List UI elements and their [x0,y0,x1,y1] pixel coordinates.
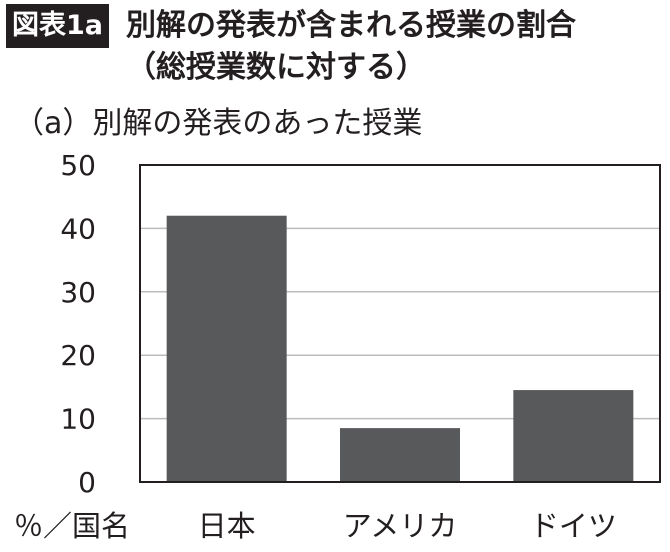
chart-panel-label: （a）別解の発表のあった授業 [14,106,423,141]
y-tick-label-20: 20 [60,339,96,372]
figure-number-badge: 図表1a [6,4,110,48]
bar-1 [166,215,287,482]
x-category-label-3: ドイツ [530,509,617,543]
y-tick-label-0: 0 [78,466,96,499]
x-axis-categories: 日本 アメリカ ドイツ [198,509,617,543]
x-category-label-1: 日本 [198,509,256,543]
plot-frame [139,164,661,483]
y-axis-ticks: 0 10 20 30 40 50 [60,149,96,499]
y-tick-label-40: 40 [60,212,96,245]
y-tick-label-30: 30 [60,276,96,309]
x-category-label-2: アメリカ [343,509,458,543]
x-axis-label: ％／国名 [14,509,130,543]
figure-subtitle: （総授業数に対する） [126,50,426,85]
bar-2 [340,428,460,482]
y-tick-label-50: 50 [60,149,96,182]
figure-title: 別解の発表が含まれる授業の割合 [126,8,576,43]
bars [166,215,634,482]
y-tick-label-10: 10 [60,403,96,436]
bar-3 [513,390,634,482]
